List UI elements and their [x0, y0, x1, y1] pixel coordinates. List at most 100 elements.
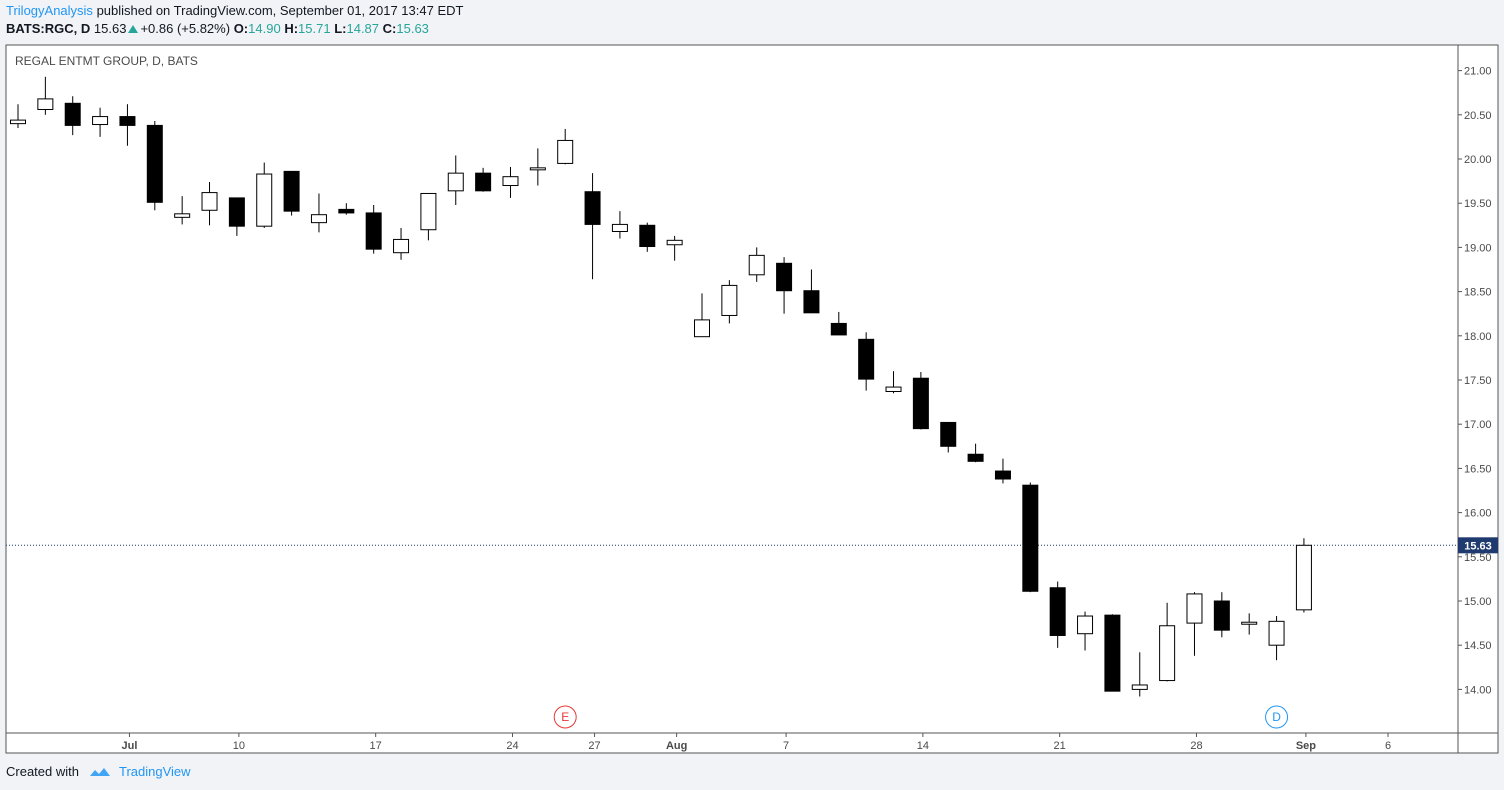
candle [365, 204, 382, 254]
candle [666, 235, 683, 261]
y-tick-label: 15.00 [1464, 596, 1492, 608]
candle-body-down [64, 102, 81, 126]
candle [174, 196, 191, 225]
candle-body-up [393, 238, 410, 254]
candles [10, 76, 1312, 697]
event-label: E [561, 710, 569, 724]
candle-body-down [1104, 614, 1121, 692]
candle [119, 104, 136, 146]
candlestick-chart[interactable]: REGAL ENTMT GROUP, D, BATS 21.00 20.50 20.… [0, 0, 1504, 760]
candle [830, 311, 847, 336]
candle-body-down [803, 290, 820, 314]
candle [748, 247, 765, 282]
event-label: D [1272, 710, 1281, 724]
last-price-tag-label: 15.63 [1464, 540, 1492, 552]
candle [1213, 592, 1230, 638]
close-label: C: [382, 21, 397, 36]
candle [994, 458, 1011, 484]
y-tick-label: 21.00 [1464, 66, 1492, 78]
candle-body-up [256, 173, 273, 227]
candle-body-up [721, 284, 738, 316]
candle-body-down [338, 208, 355, 214]
candle-body-up [1268, 620, 1285, 646]
candle-body-up [1186, 593, 1203, 624]
price-axis[interactable] [1457, 44, 1499, 734]
x-tick-label: Aug [666, 740, 687, 752]
author-link[interactable]: TrilogyAnalysis [6, 3, 93, 18]
candle [1186, 592, 1203, 656]
candle [1295, 538, 1312, 613]
y-axis-ticks: 21.00 20.50 20.00 19.50 19.00 18.50 18.00 17.50… [1458, 66, 1492, 696]
candle-body-up [447, 172, 464, 192]
last-price-tag-bg [1458, 537, 1498, 554]
candle-body-down [119, 116, 136, 126]
footer: Created with TradingView [6, 764, 191, 779]
candle-body-up [1295, 544, 1312, 611]
candle [310, 193, 327, 233]
y-tick-label: 18.50 [1464, 287, 1492, 299]
candle [611, 211, 628, 239]
candle [557, 128, 574, 165]
candle [1104, 614, 1121, 692]
plot-area[interactable] [5, 44, 1459, 734]
candle [529, 148, 546, 186]
candle [776, 257, 793, 314]
candle-body-down [1049, 587, 1066, 636]
dividend-marker[interactable]: D [1265, 705, 1289, 729]
candle-body-down [283, 170, 300, 212]
low-label: L: [334, 21, 347, 36]
time-axis[interactable] [5, 732, 1459, 754]
candle [1268, 616, 1285, 661]
candle-body-up [611, 223, 628, 232]
candle-body-up [1077, 615, 1094, 635]
tradingview-link[interactable]: TradingView [118, 764, 191, 779]
low-value: 14.87 [346, 21, 380, 36]
arrow-up-icon [128, 25, 139, 33]
x-tick-label: 17 [370, 740, 382, 752]
candle-body-up [1131, 684, 1148, 690]
ohlc-legend: BATS:RGC, D 15.63 +0.86 (+5.82%) O:14.90 … [6, 21, 429, 36]
candle-body-down [365, 212, 382, 250]
candle-body-down [475, 172, 492, 192]
candle [393, 227, 410, 260]
candle [885, 371, 902, 394]
x-tick-label: 10 [233, 740, 245, 752]
earnings-marker[interactable]: E [553, 705, 577, 729]
candle-body-down [830, 322, 847, 336]
candle [338, 203, 355, 215]
candle [694, 293, 710, 338]
y-tick-label: 20.00 [1464, 154, 1492, 166]
x-tick-label: 27 [588, 740, 600, 752]
y-tick-label: 20.50 [1464, 110, 1492, 122]
candle [940, 421, 957, 453]
candle [639, 222, 656, 252]
y-tick-label: 15.50 [1464, 552, 1492, 564]
candle-body-down [858, 338, 875, 380]
candle-body-up [748, 254, 765, 276]
last-price-tag: 15.63 [1458, 537, 1498, 554]
candle-body-up [694, 319, 710, 338]
candle [420, 192, 437, 241]
y-tick-label: 14.50 [1464, 640, 1492, 652]
x-tick-label: 28 [1190, 740, 1202, 752]
x-tick-label: 7 [783, 740, 789, 752]
x-tick-label: Sep [1296, 740, 1316, 752]
candle-body-down [1022, 484, 1039, 592]
candle-body-down [776, 262, 793, 292]
candle-body-down [146, 124, 163, 203]
candle-body-down [912, 377, 929, 430]
candle-body-up [529, 167, 546, 171]
candle-body-up [92, 116, 109, 126]
candle [858, 332, 875, 391]
y-tick-label: 18.00 [1464, 331, 1492, 343]
candle [584, 173, 601, 280]
candle [1241, 613, 1258, 635]
published-text: published on TradingView.com, September … [96, 3, 464, 18]
candle-body-down [1213, 600, 1230, 631]
close-value: 15.63 [396, 21, 429, 36]
candle [1131, 652, 1148, 697]
candle [64, 96, 81, 136]
candle [447, 155, 464, 205]
y-tick-label: 19.50 [1464, 198, 1492, 210]
